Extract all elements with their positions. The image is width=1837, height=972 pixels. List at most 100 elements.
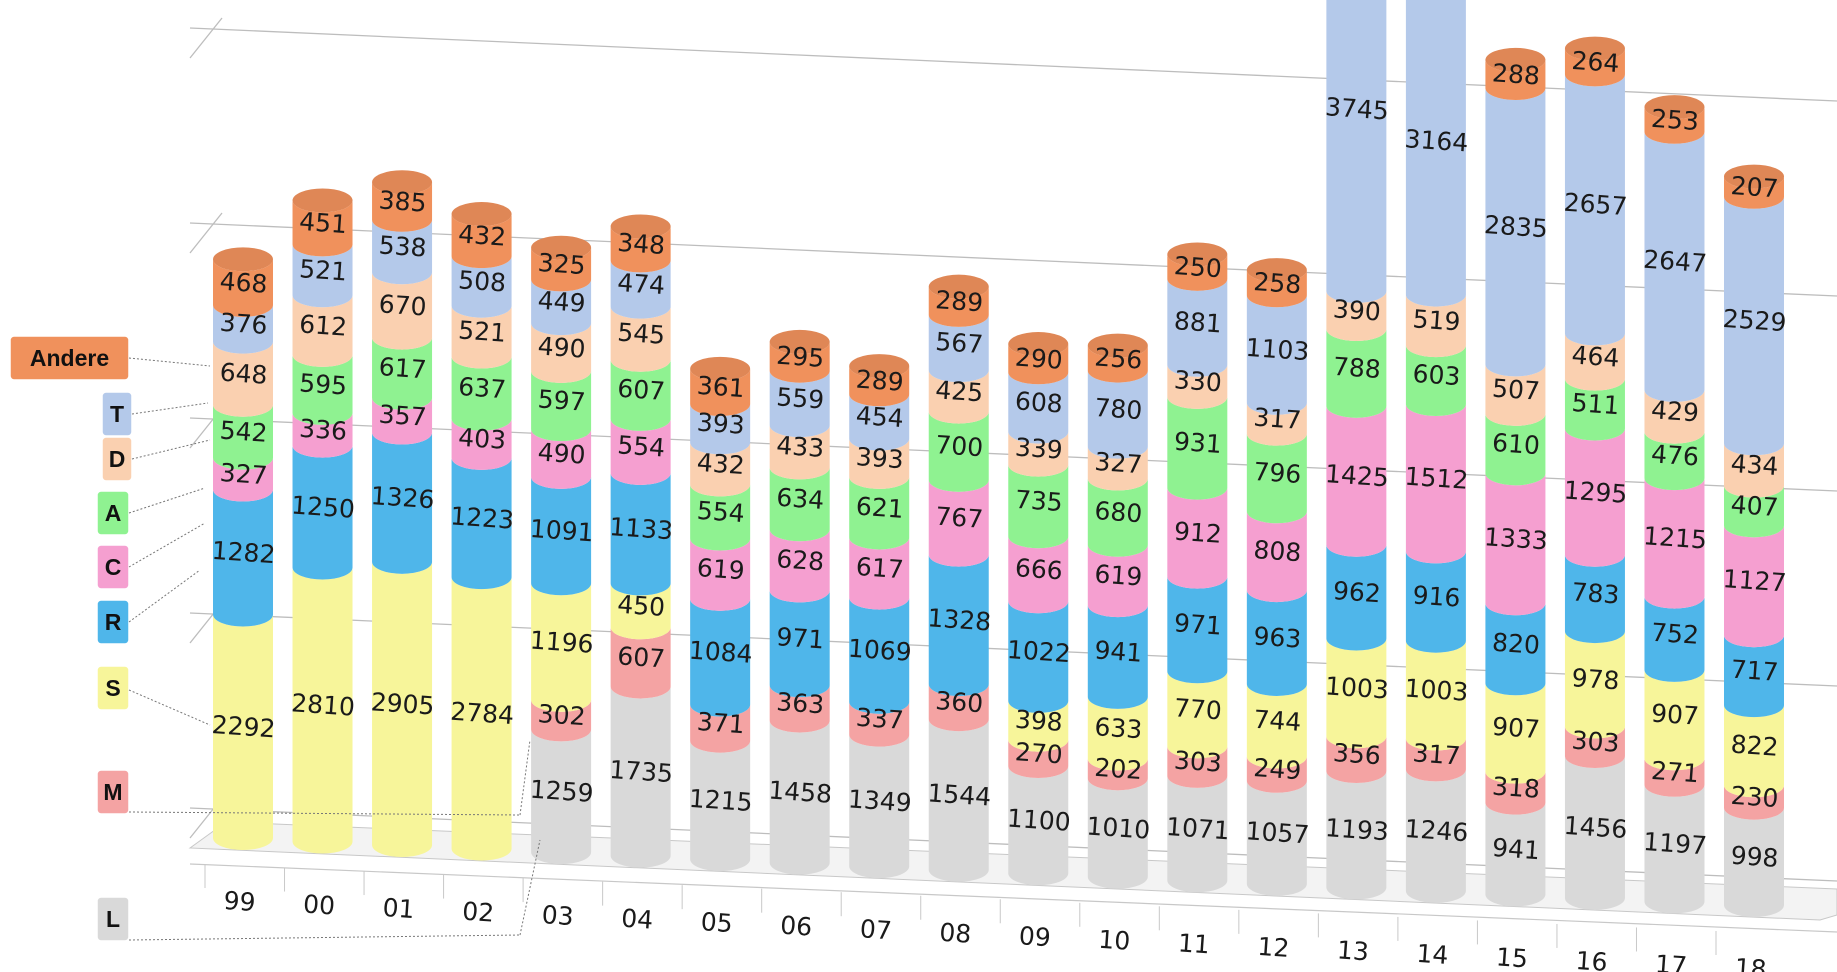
segment-A: [610, 359, 671, 431]
legend-label: L: [106, 906, 120, 932]
segment-A: [1564, 378, 1625, 441]
segment-A: [849, 476, 910, 550]
data-label: 1003: [1404, 673, 1469, 706]
data-label: 2810: [290, 688, 355, 721]
segment-L: [1326, 771, 1387, 900]
data-label: 1259: [529, 775, 594, 808]
data-label: 330: [1173, 365, 1223, 397]
data-label: 619: [696, 553, 746, 585]
segment-C: [928, 479, 989, 567]
segment-L: [531, 729, 592, 865]
data-label: 634: [775, 483, 825, 515]
data-label: 508: [457, 265, 507, 297]
segment-A: [1485, 413, 1546, 486]
segment-Andere: [1724, 176, 1784, 209]
data-label: 264: [1571, 46, 1621, 78]
legend-item-S: S: [96, 665, 130, 711]
data-label: 2292: [211, 710, 276, 743]
data-label: 303: [1173, 746, 1223, 778]
legend-swatch: [96, 896, 130, 942]
data-label: 468: [219, 267, 269, 299]
segment-M: [610, 627, 671, 699]
data-label: 434: [1730, 449, 1780, 481]
bar-00: 2810 1250 336 595 612 521 451: [290, 188, 356, 854]
legend-leader-line: [128, 689, 211, 726]
legend-label: D: [109, 446, 126, 472]
data-label: 619: [1094, 559, 1144, 591]
data-label: 1328: [927, 603, 992, 636]
data-label: 788: [1332, 352, 1382, 384]
data-label: 717: [1730, 655, 1780, 687]
data-label: 1456: [1563, 811, 1628, 844]
segment-Andere: [610, 226, 671, 273]
data-label: 1003: [1324, 671, 1389, 704]
segment-C: [372, 397, 433, 445]
tick-label: 06: [779, 911, 813, 942]
segment-C: [1326, 405, 1387, 557]
data-label: 303: [1571, 726, 1621, 758]
segment-R: [1485, 603, 1546, 696]
data-label: 796: [1253, 457, 1303, 489]
segment-L: [610, 686, 671, 868]
segment-A: [1326, 328, 1387, 418]
segment-C: [769, 529, 830, 603]
cylinder-cap: [610, 214, 671, 239]
data-label: 1071: [1165, 812, 1230, 845]
segment-C: [849, 537, 910, 610]
legend-swatch: [96, 769, 130, 815]
segment-A: [1167, 396, 1228, 500]
segment-T: [849, 394, 910, 451]
data-label: 302: [537, 699, 587, 731]
data-label: 971: [1173, 608, 1223, 640]
data-label: 403: [457, 423, 507, 455]
cylinder-cap: [1087, 333, 1148, 358]
segment-M: [690, 704, 751, 753]
data-label: 253: [1650, 104, 1700, 136]
data-label: 538: [378, 230, 428, 262]
segment-T: [292, 244, 353, 308]
legend-leader-line: [128, 811, 521, 816]
data-label: 521: [457, 315, 507, 347]
segment-C: [1008, 536, 1069, 614]
data-label: 454: [855, 401, 905, 433]
data-label: 545: [616, 318, 666, 350]
segment-L: [1485, 802, 1546, 907]
segment-A: [372, 337, 433, 410]
segment-D: [451, 305, 512, 369]
legend-item-R: R: [96, 599, 130, 645]
tick-label: 17: [1654, 949, 1688, 972]
data-label: 1100: [1006, 803, 1071, 836]
segment-R: [1405, 551, 1466, 653]
bar-17: 1197 271 907 752 1215 476 429 2647 253: [1642, 95, 1708, 914]
segment-S: [1485, 683, 1546, 784]
data-label: 371: [696, 707, 746, 739]
segment-M: [769, 685, 830, 733]
segment-S: [213, 614, 273, 850]
segment-R: [213, 489, 273, 627]
gridline: [189, 27, 1837, 102]
data-label: 325: [537, 248, 587, 280]
data-label: 808: [1253, 535, 1303, 567]
data-label: 490: [537, 437, 587, 469]
data-label: 363: [775, 687, 825, 719]
segment-D: [1724, 443, 1784, 498]
data-label: 336: [298, 414, 348, 446]
segment-C: [213, 457, 273, 502]
data-label: 385: [378, 185, 428, 217]
data-label: 1223: [449, 501, 514, 534]
segment-T: [213, 304, 273, 354]
data-label: 1246: [1404, 814, 1469, 847]
segment-D: [1087, 446, 1148, 491]
data-label: 912: [1173, 517, 1223, 549]
segment-D: [1644, 389, 1705, 444]
data-label: 432: [696, 448, 746, 480]
segment-A: [690, 484, 751, 551]
data-label: 735: [1014, 485, 1064, 517]
data-label: 519: [1412, 304, 1462, 336]
segment-D: [292, 295, 353, 367]
data-label: 2905: [370, 687, 435, 720]
segment-S: [1326, 638, 1387, 749]
bar-01: 2905 1326 357 617 670 538 385: [370, 170, 435, 858]
data-label: 1458: [768, 775, 833, 808]
